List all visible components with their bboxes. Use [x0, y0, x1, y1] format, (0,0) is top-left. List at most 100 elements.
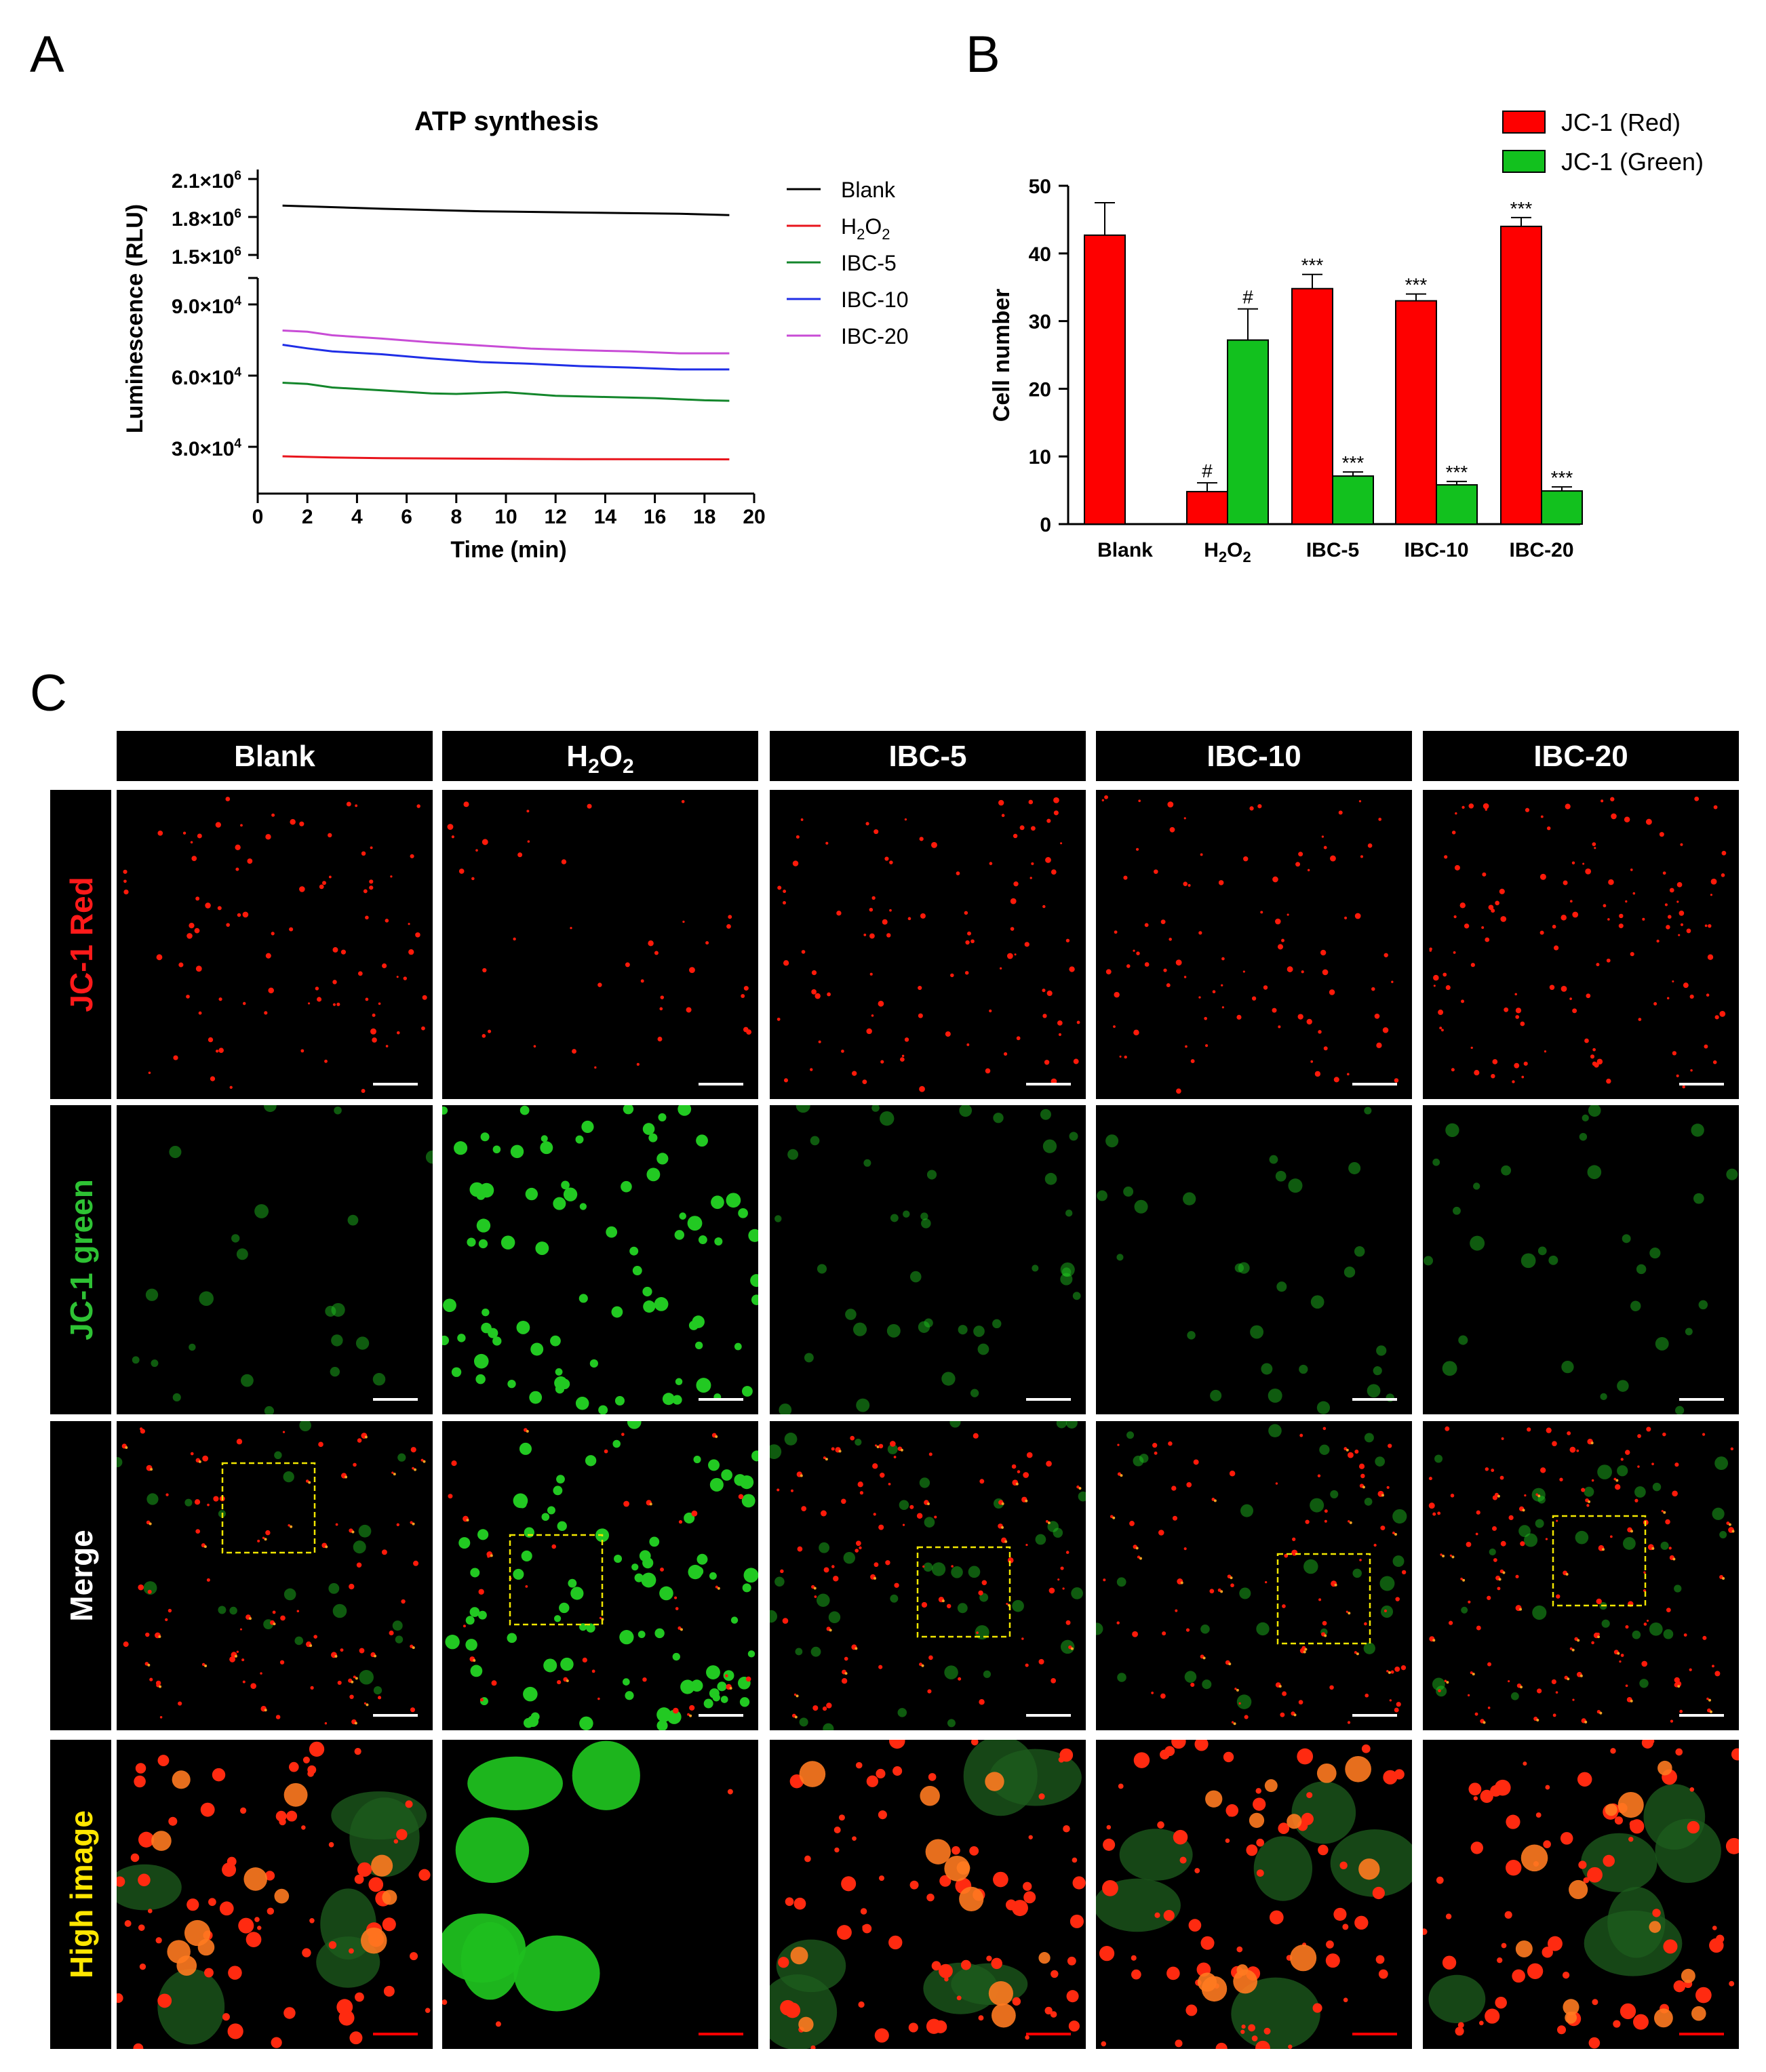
microscopy-grid: Blank H2O2 IBC-5 IBC-10 IBC-20 JC-1 Red … — [50, 731, 1739, 2049]
legend-swatch-jc1-red — [1502, 111, 1546, 134]
chart-a-ytick-label: 1.5×106 — [172, 245, 241, 268]
chart-a-xtick-label: 10 — [494, 506, 517, 528]
legend-label-h2o2: H2O2 — [841, 214, 890, 243]
chart-b-ytick-label: 20 — [1029, 378, 1051, 401]
chart-a-series-line — [282, 330, 730, 355]
chart-b-category-label: Blank — [1097, 539, 1153, 561]
chart-a-ytick-label: 9.0×104 — [172, 294, 242, 318]
micrograph-tile — [442, 1105, 758, 1414]
chart-a-ytick-label: 2.1×106 — [172, 169, 241, 193]
column-header-label: Blank — [234, 740, 315, 773]
chart-a-xtick-label: 12 — [545, 506, 567, 528]
chart-b-significance-label: *** — [1551, 467, 1573, 488]
chart-a-xtick-label: 6 — [401, 506, 412, 528]
chart-b-category-label: H2O2 — [1204, 539, 1251, 565]
row-header-label: High image — [64, 1810, 99, 1978]
chart-b-significance-label: # — [1202, 460, 1213, 481]
micrograph-tile — [442, 1740, 758, 2049]
chart-a-series-line — [282, 204, 730, 216]
chart-b-significance-label: *** — [1405, 275, 1428, 296]
chart-a-xtick-label: 0 — [252, 506, 264, 528]
chart-b-bar — [1291, 287, 1333, 525]
chart-b-significance-label: # — [1242, 287, 1253, 308]
column-header-ibc10 — [1096, 731, 1412, 781]
row-header-jc1-red — [50, 790, 111, 1099]
micrograph-tile — [442, 1421, 758, 1730]
micrograph-tile — [1096, 1105, 1412, 1414]
chart-b-significance-label: *** — [1301, 255, 1324, 276]
zoom-region-box — [1276, 1553, 1371, 1645]
chart-a-ytick-label: 3.0×104 — [172, 437, 242, 460]
chart-a-ytick-label: 1.8×106 — [172, 207, 241, 231]
micrograph-tile — [1423, 1105, 1739, 1414]
panel-label-b: B — [966, 26, 1000, 83]
micrograph-tile — [770, 1740, 1086, 2049]
legend-label-ibc5: IBC-5 — [841, 251, 897, 275]
chart-b-significance-label: *** — [1446, 462, 1468, 483]
zoom-region-box — [916, 1546, 1011, 1638]
chart-a-legend: Blank H2O2 IBC-5 IBC-10 IBC-20 — [787, 178, 909, 348]
row-header-high-image — [50, 1740, 111, 2049]
zoom-region-box — [1552, 1515, 1647, 1607]
chart-b-category-label: IBC-5 — [1306, 539, 1359, 561]
chart-a-ylabel: Luminescence (RLU) — [122, 204, 148, 433]
legend-label-ibc10: IBC-10 — [841, 287, 909, 312]
chart-b-significance-label: *** — [1342, 452, 1365, 473]
row-header-merge — [50, 1421, 111, 1730]
legend-swatch-jc1-green — [1502, 150, 1546, 173]
micrograph-tile — [117, 1421, 433, 1730]
column-header-label: IBC-10 — [1206, 740, 1301, 773]
column-header-h2o2 — [442, 731, 758, 781]
atp-line-chart: ATP synthesis Luminescence (RLU) Time (m… — [122, 106, 909, 563]
chart-a-xlabel: Time (min) — [450, 537, 566, 563]
chart-a-xtick-label: 20 — [743, 506, 765, 528]
chart-b-category-label: IBC-20 — [1509, 539, 1573, 561]
row-header-jc1-green — [50, 1105, 111, 1414]
micrograph-tile — [1096, 1740, 1412, 2049]
chart-b-bar — [1500, 225, 1542, 525]
chart-b-ylabel: Cell number — [989, 289, 1015, 422]
chart-b-bar — [1186, 491, 1228, 525]
panel-label-c: C — [30, 664, 67, 722]
row-header-label: Merge — [64, 1530, 99, 1621]
chart-a-series-line — [282, 382, 730, 402]
column-header-ibc5 — [770, 731, 1086, 781]
cell-number-bar-chart: Cell number 0 10 20 30 40 50 # *** *** *** # *** **… — [989, 108, 1704, 565]
chart-a-title: ATP synthesis — [414, 106, 599, 136]
legend-label-jc1-green: JC-1 (Green) — [1561, 148, 1704, 176]
micrograph-tile — [770, 790, 1086, 1099]
chart-a-series-line — [282, 344, 730, 371]
micrograph-tile — [1096, 790, 1412, 1099]
legend-label-jc1-red: JC-1 (Red) — [1561, 108, 1681, 136]
column-header-label: IBC-20 — [1533, 740, 1628, 773]
micrograph-tile — [1423, 1421, 1739, 1730]
chart-b-significance-label: *** — [1510, 198, 1533, 219]
chart-a-xtick-label: 16 — [644, 506, 666, 528]
column-header-blank — [117, 731, 433, 781]
legend-label-blank: Blank — [841, 178, 896, 202]
micrograph-tile — [1096, 1421, 1412, 1730]
column-header-ibc20 — [1423, 731, 1739, 781]
micrograph-tile — [1423, 1740, 1739, 2049]
micrograph-tile — [442, 790, 758, 1099]
legend-label-ibc20: IBC-20 — [841, 324, 909, 348]
chart-a-series-line — [282, 455, 730, 460]
panel-label-a: A — [30, 26, 64, 83]
micrograph-tile — [117, 790, 433, 1099]
micrograph-tile — [117, 1740, 433, 2049]
chart-b-ytick-label: 40 — [1029, 243, 1051, 266]
chart-a-xtick-label: 2 — [302, 506, 313, 528]
chart-b-bar — [1084, 234, 1126, 525]
chart-b-bar — [1332, 475, 1374, 525]
chart-b-bar — [1541, 490, 1583, 525]
chart-b-ytick-label: 10 — [1029, 446, 1051, 469]
chart-b-category-label: IBC-10 — [1404, 539, 1468, 561]
chart-b-ytick-label: 30 — [1029, 311, 1051, 334]
chart-b-bar — [1436, 484, 1478, 525]
column-header-label: H2O2 — [566, 740, 633, 778]
chart-b-ytick-label: 0 — [1040, 514, 1051, 536]
chart-b-ytick-label: 50 — [1029, 176, 1051, 198]
row-header-label: JC-1 Red — [64, 877, 99, 1012]
chart-a-xtick-label: 18 — [693, 506, 715, 528]
